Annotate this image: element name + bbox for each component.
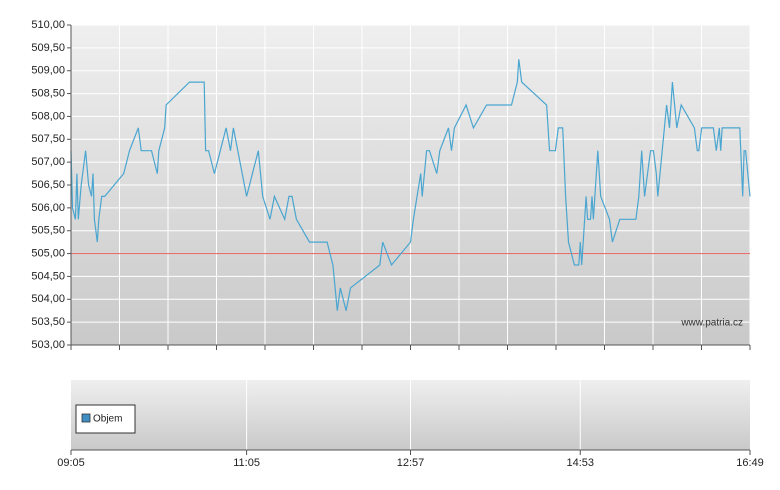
y-tick-label: 505,50 (31, 225, 65, 237)
x-tick-label: 11:05 (233, 457, 260, 469)
price-line (70, 59, 751, 311)
y-tick-label: 503,50 (31, 316, 65, 328)
x-tick-label: 14:53 (566, 457, 594, 469)
y-tick-label: 508,50 (31, 87, 65, 99)
y-tick-label: 505,00 (31, 247, 65, 259)
watermark: www.patria.cz (680, 318, 743, 329)
legend-label: Objem (93, 414, 122, 425)
y-tick-label: 508,00 (31, 110, 65, 122)
legend-swatch (81, 413, 91, 423)
y-tick-label: 507,00 (31, 156, 65, 168)
y-tick-label: 504,50 (31, 270, 65, 282)
y-tick-label: 506,50 (31, 179, 65, 191)
x-tick-label: 16:49 (736, 457, 764, 469)
y-tick-label: 509,50 (31, 42, 65, 54)
marks (70, 59, 751, 311)
x-tick-label: 09:05 (57, 457, 85, 469)
y-tick-label: 507,50 (31, 133, 65, 145)
x-tick-label: 12:57 (397, 457, 425, 469)
y-tick-label: 504,00 (31, 293, 65, 305)
y-tick-label: 503,00 (31, 339, 65, 351)
y-tick-label: 509,00 (31, 65, 65, 77)
y-tick-label: 510,00 (31, 19, 65, 31)
legend: Objem (75, 404, 136, 434)
y-tick-label: 506,00 (31, 202, 65, 214)
